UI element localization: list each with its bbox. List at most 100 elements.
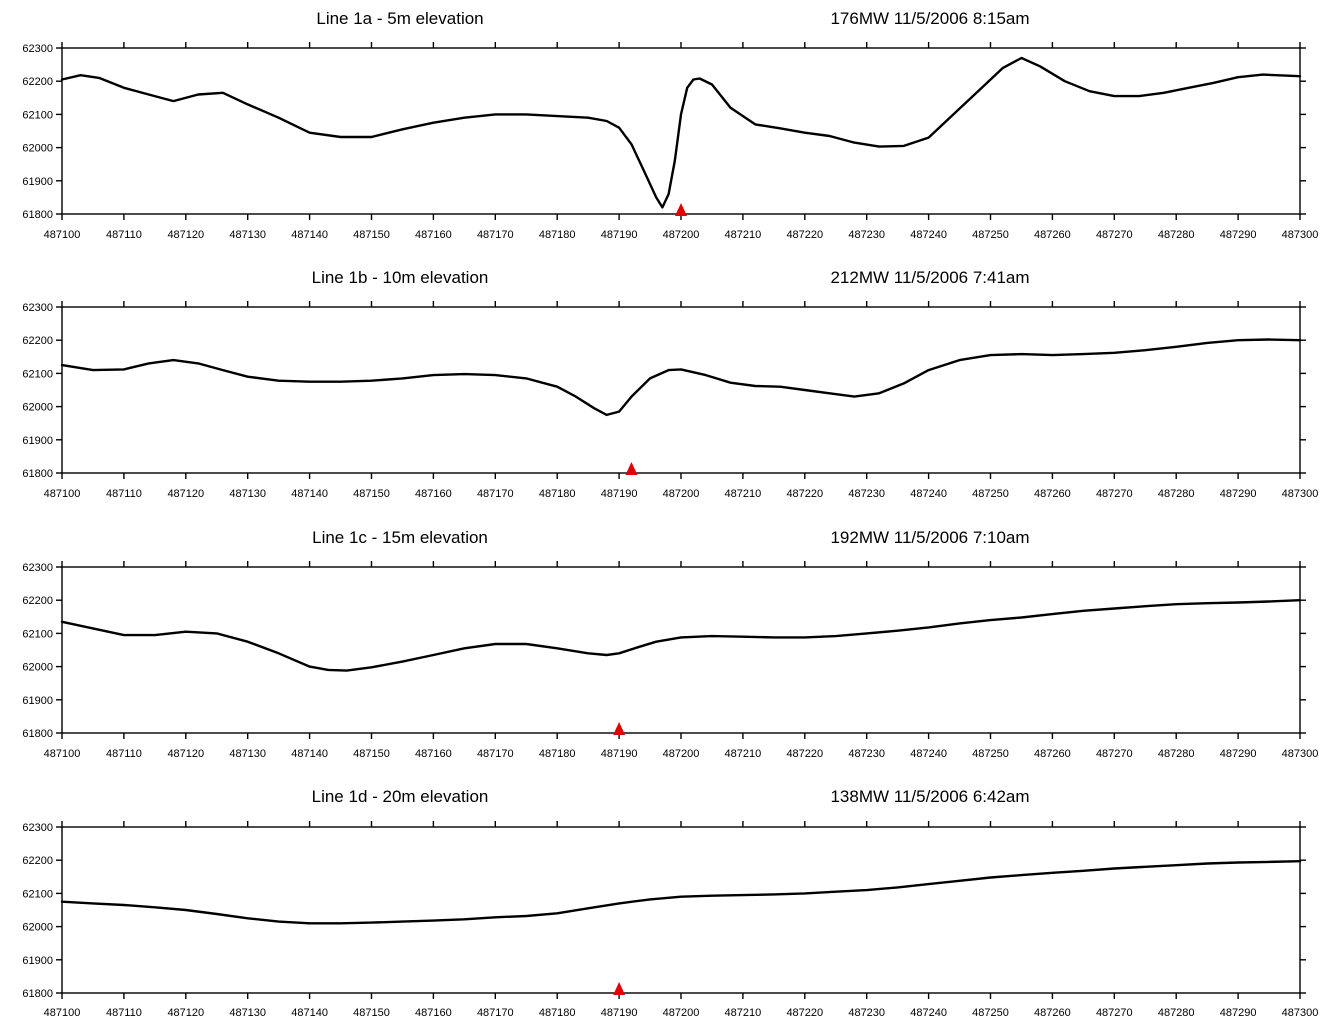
y-tick-label: 61900: [22, 176, 53, 188]
x-tick-label: 487170: [477, 1007, 514, 1019]
x-tick-label: 487170: [477, 748, 514, 760]
x-tick-label: 487140: [291, 488, 328, 500]
location-marker: [613, 982, 626, 995]
x-tick-label: 487270: [1096, 488, 1133, 500]
chart-panel: Line 1c - 15m elevation 192MW 11/5/2006 7…: [22, 528, 1318, 760]
x-tick-label: 487190: [601, 488, 638, 500]
x-tick-label: 487290: [1220, 229, 1257, 241]
y-tick-label: 62000: [22, 922, 53, 934]
chart-title: Line 1b - 10m elevation: [312, 268, 489, 287]
x-tick-label: 487120: [167, 748, 204, 760]
x-tick-label: 487210: [725, 488, 762, 500]
location-marker: [675, 203, 687, 216]
x-tick-label: 487250: [972, 1007, 1009, 1019]
x-tick-label: 487130: [229, 1007, 266, 1019]
series-line: [60, 599, 1302, 672]
plot-frame: [61, 306, 1301, 474]
x-tick-label: 487110: [106, 1007, 142, 1019]
y-tick-label: 62100: [22, 628, 53, 640]
plot-frame: [61, 47, 1301, 215]
x-tick-label: 487180: [539, 488, 576, 500]
x-tick-label: 487100: [44, 748, 81, 760]
chart-panel: Line 1d - 20m elevation 138MW 11/5/2006 6…: [22, 787, 1318, 1019]
x-tick-label: 487270: [1096, 229, 1133, 241]
x-tick-label: 487160: [415, 748, 452, 760]
y-tick-label: 62000: [22, 143, 53, 155]
y-tick-label: 61900: [22, 955, 53, 967]
x-tick-label: 487190: [601, 1007, 638, 1019]
x-tick-label: 487240: [910, 229, 947, 241]
y-tick-label: 61900: [22, 695, 53, 707]
x-tick-label: 487170: [477, 488, 514, 500]
x-tick-label: 487260: [1034, 488, 1071, 500]
x-tick-label: 487300: [1282, 488, 1319, 500]
x-tick-label: 487260: [1034, 1007, 1071, 1019]
x-tick-label: 487270: [1096, 1007, 1133, 1019]
location-marker: [625, 462, 638, 475]
x-tick-label: 487110: [106, 748, 142, 760]
x-tick-label: 487220: [786, 1007, 823, 1019]
x-tick-label: 487240: [910, 488, 947, 500]
x-tick-label: 487200: [663, 488, 700, 500]
series-line: [60, 860, 1302, 925]
x-tick-label: 487250: [972, 229, 1009, 241]
series-line: [60, 338, 1302, 417]
x-tick-label: 487150: [353, 1007, 390, 1019]
x-tick-label: 487130: [229, 748, 266, 760]
y-tick-label: 62200: [22, 595, 53, 607]
chart-title: Line 1d - 20m elevation: [312, 787, 489, 806]
x-tick-label: 487120: [167, 488, 204, 500]
x-tick-label: 487210: [725, 1007, 762, 1019]
x-tick-label: 487300: [1282, 748, 1319, 760]
x-tick-label: 487280: [1158, 229, 1195, 241]
x-tick-label: 487250: [972, 488, 1009, 500]
y-tick-label: 62000: [22, 402, 53, 414]
x-tick-label: 487200: [663, 229, 700, 241]
x-tick-label: 487120: [167, 1007, 204, 1019]
x-tick-label: 487190: [601, 748, 638, 760]
y-tick-label: 62100: [22, 109, 53, 121]
x-tick-label: 487230: [848, 748, 885, 760]
x-tick-label: 487200: [663, 1007, 700, 1019]
chart-subtitle: 138MW 11/5/2006 6:42am: [830, 787, 1029, 806]
y-tick-label: 62200: [22, 76, 53, 88]
chart-subtitle: 192MW 11/5/2006 7:10am: [830, 528, 1029, 547]
x-tick-label: 487190: [601, 229, 638, 241]
x-tick-label: 487280: [1158, 488, 1195, 500]
x-tick-label: 487220: [786, 229, 823, 241]
x-tick-label: 487290: [1220, 748, 1257, 760]
x-tick-label: 487280: [1158, 748, 1195, 760]
x-tick-label: 487290: [1220, 488, 1257, 500]
chart-panel: Line 1a - 5m elevation 176MW 11/5/2006 8:…: [22, 9, 1318, 241]
x-tick-label: 487150: [353, 488, 390, 500]
x-tick-label: 487100: [44, 1007, 81, 1019]
x-tick-label: 487220: [786, 748, 823, 760]
x-tick-label: 487270: [1096, 748, 1133, 760]
x-tick-label: 487130: [229, 488, 266, 500]
series-line: [60, 56, 1302, 209]
x-tick-label: 487290: [1220, 1007, 1257, 1019]
x-tick-label: 487200: [663, 748, 700, 760]
x-tick-label: 487250: [972, 748, 1009, 760]
y-tick-label: 62200: [22, 855, 53, 867]
y-tick-label: 62300: [22, 43, 53, 55]
x-tick-label: 487160: [415, 229, 452, 241]
y-tick-label: 62300: [22, 822, 53, 834]
chart-subtitle: 212MW 11/5/2006 7:41am: [830, 268, 1029, 287]
x-tick-label: 487260: [1034, 748, 1071, 760]
x-tick-label: 487230: [848, 1007, 885, 1019]
chart-title: Line 1a - 5m elevation: [316, 9, 483, 28]
chart-subtitle: 176MW 11/5/2006 8:15am: [830, 9, 1029, 28]
x-tick-label: 487280: [1158, 1007, 1195, 1019]
x-tick-label: 487140: [291, 748, 328, 760]
x-tick-label: 487230: [848, 488, 885, 500]
x-tick-label: 487110: [106, 229, 142, 241]
x-tick-label: 487230: [848, 229, 885, 241]
y-tick-label: 62200: [22, 335, 53, 347]
y-tick-label: 61800: [22, 988, 53, 1000]
location-marker: [613, 722, 626, 735]
x-tick-label: 487150: [353, 229, 390, 241]
x-tick-label: 487240: [910, 1007, 947, 1019]
x-tick-label: 487160: [415, 488, 452, 500]
